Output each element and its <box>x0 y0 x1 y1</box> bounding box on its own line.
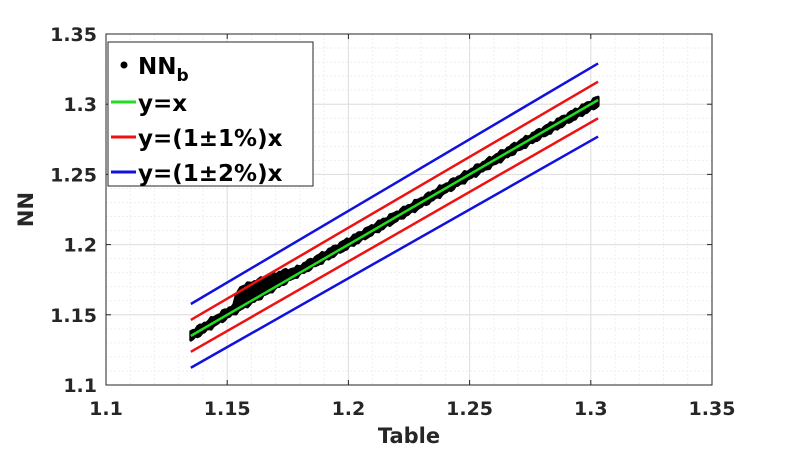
legend-label: y=x <box>138 91 187 117</box>
y-tick-label: 1.35 <box>50 24 97 46</box>
x-tick-label: 1.1 <box>89 398 123 420</box>
y-tick-label: 1.3 <box>63 94 97 116</box>
legend-item: y=(1±1%)x <box>111 126 283 152</box>
y-tick-label: 1.15 <box>50 305 97 327</box>
legend-label: NNb <box>138 54 189 86</box>
legend-label: y=(1±2%)x <box>138 161 283 187</box>
x-tick-label: 1.2 <box>332 398 366 420</box>
y-tick-label: 1.25 <box>50 164 97 186</box>
x-tick-label: 1.15 <box>204 398 251 420</box>
x-tick-label: 1.3 <box>574 398 608 420</box>
legend-marker-dot <box>120 61 128 69</box>
legend: NNb y=x y=(1±1%)x y=(1±2%)x <box>107 41 314 187</box>
legend-item: y=(1±2%)x <box>111 161 283 187</box>
ref-line-y-x <box>190 98 599 337</box>
y-axis-title: NN <box>14 192 38 227</box>
legend-item: y=x <box>111 91 187 117</box>
plot-frame <box>105 33 713 386</box>
reference-lines <box>190 62 599 369</box>
y-tick-label: 1.2 <box>63 235 97 257</box>
legend-box <box>107 41 314 187</box>
ref-line-y-1-02x <box>190 62 599 306</box>
axis-ticks: 1.1 1.15 1.2 1.25 1.3 1.35 1.1 1.15 1.2 1.25 1.3 1.… <box>50 24 735 420</box>
legend-item: NNb <box>120 54 189 86</box>
x-tick-label: 1.35 <box>689 398 736 420</box>
x-axis-title: Table <box>378 424 440 448</box>
ref-line-y-0-99x <box>190 117 599 353</box>
y-tick-label: 1.1 <box>63 375 97 397</box>
legend-label: y=(1±1%)x <box>138 126 283 152</box>
ref-line-y-1-01x <box>190 80 599 322</box>
x-tick-label: 1.25 <box>446 398 493 420</box>
ref-line-y-0-98x <box>190 135 599 369</box>
